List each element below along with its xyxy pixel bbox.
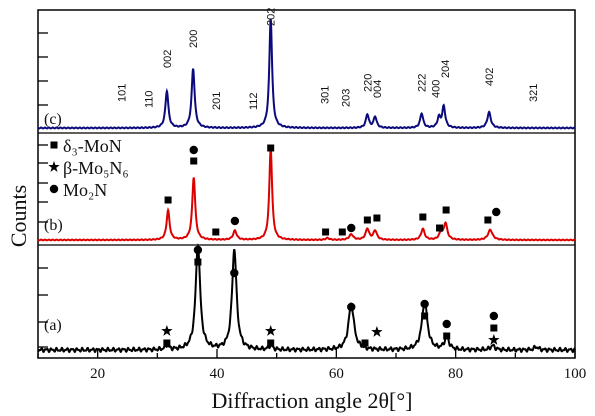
- legend-entry: β-Mo₅N₆: [63, 158, 129, 178]
- square-marker: [212, 228, 220, 236]
- panel-label: (b): [44, 217, 63, 234]
- circle-marker: [230, 268, 239, 278]
- star-marker: [488, 334, 500, 345]
- legend-entry: Mo₂N: [63, 180, 107, 200]
- x-axis-title: Diffraction angle 2θ[°]: [212, 388, 413, 413]
- peak-label: 101: [117, 84, 129, 102]
- xrd-curve-c: [37, 18, 576, 130]
- square-marker: [442, 206, 450, 214]
- square-marker: [190, 157, 198, 165]
- peak-label: 201: [211, 92, 223, 110]
- circle-marker: [347, 302, 356, 312]
- square-marker: [267, 339, 275, 347]
- y-axis-title: Counts: [6, 185, 31, 247]
- x-tick-label: 60: [329, 366, 344, 382]
- circle-marker: [189, 145, 198, 155]
- star-marker: [161, 325, 173, 336]
- peak-label: 402: [484, 68, 496, 86]
- circle-marker: [420, 299, 429, 309]
- square-marker: [419, 213, 427, 221]
- circle-marker: [193, 245, 203, 255]
- square-marker: [490, 324, 498, 332]
- circle-marker: [49, 184, 59, 194]
- peak-label: 400: [430, 80, 442, 98]
- square-marker: [194, 258, 202, 266]
- xrd-curves: [37, 18, 576, 354]
- square-marker: [338, 228, 346, 236]
- square-marker: [363, 216, 371, 224]
- square-marker: [50, 141, 58, 149]
- y-axis-ticks: [38, 32, 48, 348]
- panel-labels: (a) (b) (c): [44, 111, 63, 334]
- legend-entry: δ₃-MoN: [63, 136, 122, 156]
- circle-marker: [492, 207, 501, 217]
- peak-label: 301: [319, 86, 331, 104]
- peak-label: 004: [372, 80, 384, 98]
- peak-label: 112: [248, 92, 260, 110]
- peak-label: 002: [162, 50, 174, 68]
- square-marker: [267, 144, 275, 152]
- square-marker: [164, 196, 172, 204]
- circle-marker: [442, 319, 451, 329]
- square-marker: [373, 214, 381, 222]
- plot-border: [37, 9, 576, 359]
- x-axis-ticks: 20 40 60 80 100: [37, 349, 587, 382]
- x-tick-label: 100: [564, 366, 587, 382]
- x-tick-label: 40: [210, 366, 225, 382]
- star-marker: [371, 326, 383, 337]
- plot-frame: [37, 9, 576, 359]
- x-tick-label: 80: [448, 366, 463, 382]
- x-tick-label: 20: [90, 366, 105, 382]
- square-marker: [361, 339, 369, 347]
- peak-label: 202: [266, 8, 278, 26]
- square-marker: [163, 339, 171, 347]
- peak-label: 110: [143, 90, 155, 108]
- circle-marker: [347, 223, 356, 233]
- peak-label: 203: [340, 89, 352, 107]
- xrd-curve-b: [37, 148, 576, 242]
- phase-markers: [161, 144, 501, 347]
- panel-label: (c): [44, 111, 62, 128]
- peak-label: 220: [362, 74, 374, 92]
- peak-label: 204: [440, 60, 452, 78]
- peak-label: 222: [417, 74, 429, 92]
- star-marker: [264, 325, 277, 336]
- peak-label: 200: [188, 30, 200, 48]
- circle-marker: [489, 311, 499, 321]
- circle-marker: [230, 216, 240, 226]
- square-marker: [443, 332, 451, 340]
- square-marker: [322, 228, 330, 236]
- peak-label: 321: [528, 84, 540, 102]
- xrd-curve-a: [37, 242, 576, 354]
- square-marker: [484, 216, 492, 224]
- square-marker: [436, 224, 444, 232]
- square-marker: [421, 312, 429, 320]
- panel-label: (a): [44, 317, 62, 334]
- star-marker: [48, 161, 60, 172]
